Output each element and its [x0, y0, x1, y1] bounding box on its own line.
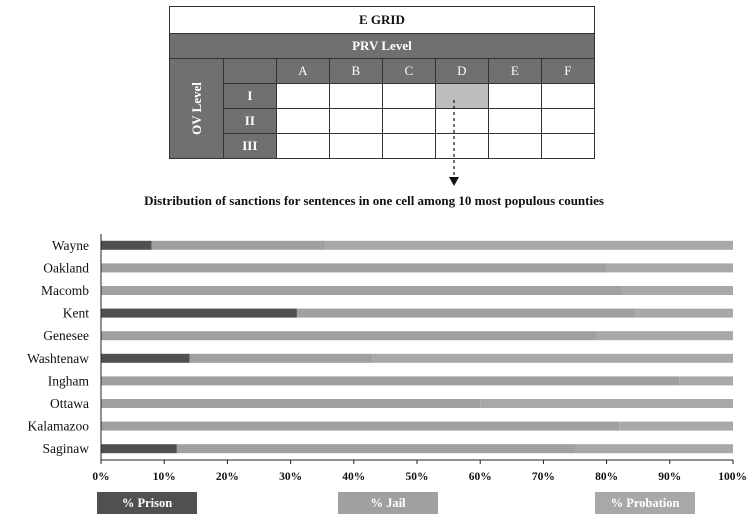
category-label-kent: Kent: [63, 306, 89, 321]
x-tick-label-7: 70%: [532, 471, 555, 483]
e-grid-table: E GRID PRV Level OV Level A B C D E F I …: [169, 6, 595, 159]
chart-title: Distribution of sanctions for sentences …: [144, 193, 604, 208]
grid-cell-iii-d: [434, 133, 489, 159]
grid-cell-ii-f: [540, 108, 595, 134]
grid-cell-i-c: [381, 83, 436, 109]
category-label-saginaw: Saginaw: [43, 441, 90, 456]
x-tick-label-10: 100%: [718, 471, 747, 483]
legend-jail: % Jail: [338, 492, 438, 514]
bar-washtenaw-probation: [372, 353, 733, 363]
x-tick-label-5: 50%: [406, 471, 429, 483]
col-header-a: A: [275, 58, 330, 84]
bar-washtenaw-jail: [189, 353, 373, 363]
grid-cell-ii-b: [328, 108, 383, 134]
row-header-iii: III: [222, 133, 277, 159]
category-label-ottawa: Ottawa: [50, 396, 89, 411]
bar-kalamazoo-jail: [101, 421, 620, 431]
grid-cell-i-a: [275, 83, 330, 109]
category-label-washtenaw: Washtenaw: [27, 351, 89, 366]
x-tick-label-8: 80%: [595, 471, 618, 483]
col-header-c: C: [381, 58, 436, 84]
grid-cell-i-b: [328, 83, 383, 109]
category-label-kalamazoo: Kalamazoo: [28, 419, 90, 434]
bar-kent-jail: [296, 308, 636, 318]
bar-saginaw-prison: [101, 444, 177, 454]
bar-kent-probation: [635, 308, 733, 318]
bar-wayne-probation: [325, 240, 733, 250]
bar-saginaw-jail: [176, 444, 575, 454]
col-header-e: E: [487, 58, 542, 84]
x-tick-label-1: 10%: [153, 471, 176, 483]
grid-cell-iii-e: [487, 133, 542, 159]
bar-ingham-jail: [101, 376, 680, 386]
grid-cell-iii-c: [381, 133, 436, 159]
x-tick-label-9: 90%: [658, 471, 681, 483]
grid-cell-iii-f: [540, 133, 595, 159]
bar-ottawa-probation: [480, 399, 733, 408]
row-header-i: I: [222, 83, 277, 109]
grid-cell-ii-c: [381, 108, 436, 134]
bar-saginaw-probation: [575, 444, 733, 454]
col-header-f: F: [540, 58, 595, 84]
x-tick-label-2: 20%: [216, 471, 239, 483]
legend-probation: % Probation: [595, 492, 695, 514]
category-label-ingham: Ingham: [48, 373, 90, 388]
bar-oakland-jail: [101, 263, 607, 273]
grid-cell-ii-d: [434, 108, 489, 134]
x-tick-label-3: 30%: [279, 471, 302, 483]
ov-level-header: OV Level: [169, 58, 224, 159]
category-label-macomb: Macomb: [41, 283, 89, 298]
bar-macomb-jail: [101, 286, 623, 295]
x-tick-label-4: 40%: [342, 471, 365, 483]
grid-cell-iii-a: [275, 133, 330, 159]
bar-washtenaw-prison: [101, 353, 190, 363]
bar-ingham-probation: [679, 376, 733, 386]
bar-kent-prison: [101, 308, 297, 318]
bar-kalamazoo-probation: [619, 421, 733, 431]
bar-ottawa-jail: [101, 399, 481, 408]
legend-prison: % Prison: [97, 492, 197, 514]
col-header-d: D: [434, 58, 489, 84]
x-tick-label-6: 60%: [469, 471, 492, 483]
bar-macomb-probation: [622, 286, 733, 295]
grid-cell-iii-b: [328, 133, 383, 159]
category-label-oakland: Oakland: [43, 260, 89, 275]
bar-wayne-jail: [151, 240, 326, 250]
bar-genesee-probation: [597, 331, 733, 341]
category-label-wayne: Wayne: [52, 238, 89, 253]
grid-title: E GRID: [169, 6, 595, 34]
bar-oakland-probation: [606, 263, 733, 273]
bar-genesee-jail: [101, 331, 598, 341]
category-label-genesee: Genesee: [43, 328, 89, 343]
dashed-arrow-icon: [449, 100, 459, 186]
x-tick-label-0: 0%: [92, 471, 109, 483]
bar-wayne-prison: [101, 240, 152, 250]
col-header-b: B: [328, 58, 383, 84]
